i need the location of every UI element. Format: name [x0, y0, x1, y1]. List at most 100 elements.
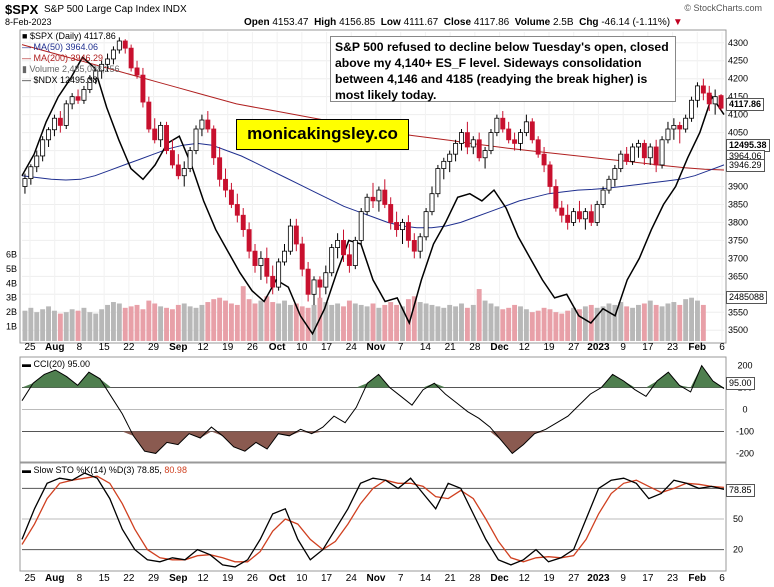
- x-tick-label: Sep: [169, 342, 187, 353]
- volume-bar: [40, 309, 46, 341]
- volume-bar: [677, 304, 683, 341]
- x-tick-label: 28: [469, 573, 481, 584]
- x-tick-label: 21: [445, 573, 457, 584]
- candle-body: [641, 142, 647, 159]
- price-tick-label: 3550: [728, 307, 748, 317]
- x-tick-label: 9: [620, 342, 626, 353]
- candle-body: [635, 142, 641, 148]
- x-tick-label: 6: [719, 573, 725, 584]
- volume-bar: [695, 300, 700, 341]
- x-tick-label: 17: [321, 573, 333, 584]
- candle-body: [659, 139, 665, 166]
- candle-body: [352, 239, 358, 266]
- candle-body: [223, 178, 228, 191]
- sto-d-line: [21, 475, 725, 563]
- candle-body: [571, 211, 577, 223]
- candle-body: [329, 247, 335, 274]
- price-tick-label: 3650: [728, 271, 748, 281]
- volume-bar: [169, 309, 175, 341]
- volume-bar: [376, 307, 382, 341]
- x-tick-label: 27: [568, 342, 580, 353]
- candle-body: [447, 153, 453, 162]
- volume-tag: 2485088: [726, 291, 768, 304]
- volume-bar: [559, 313, 565, 341]
- volume-bar: [175, 304, 181, 341]
- cci-tick-label: -200: [736, 448, 754, 458]
- cci-positive-fill: [22, 365, 724, 388]
- volume-bar: [152, 303, 158, 341]
- candle-body: [128, 47, 134, 69]
- x-tick-label: 15: [99, 573, 111, 584]
- candle-body: [276, 261, 282, 288]
- volume-bar: [341, 306, 346, 341]
- candle-body: [87, 78, 93, 90]
- candle-body: [69, 96, 75, 105]
- candle-body: [323, 272, 329, 288]
- x-tick-label: Feb: [688, 342, 706, 353]
- price-panel: [19, 29, 727, 344]
- candle-body: [211, 128, 217, 159]
- candle-body: [665, 128, 671, 141]
- candle-body: [140, 74, 146, 103]
- volume-tick-label: 2B: [6, 307, 17, 317]
- x-tick-label: 7: [398, 342, 404, 353]
- volume-bar: [81, 307, 87, 341]
- volume-bar: [146, 300, 152, 341]
- candle-body: [382, 189, 388, 205]
- volume-bar: [600, 306, 606, 341]
- volume-tick-label: 4B: [6, 278, 17, 288]
- candle-body: [488, 132, 494, 151]
- volume-bar: [647, 300, 653, 341]
- candle-body: [718, 95, 724, 109]
- index-name: S&P 500 Large Cap Index INDX: [44, 4, 187, 15]
- candle-body: [541, 153, 547, 166]
- volume-bar: [264, 296, 270, 341]
- legend-ma50: — MA(50) 3964.06: [22, 42, 99, 52]
- x-tick-label: 25: [24, 342, 36, 353]
- candle-body: [453, 142, 459, 155]
- candle-body: [317, 279, 323, 288]
- candle-body: [577, 211, 582, 220]
- volume-bar: [470, 304, 476, 341]
- candle-body: [405, 222, 411, 241]
- volume-bar: [270, 302, 276, 341]
- volume-bar: [447, 304, 453, 341]
- volume-bar: [352, 303, 358, 341]
- volume-bar: [488, 303, 494, 341]
- candle-body: [423, 211, 429, 238]
- volume-bar: [494, 306, 500, 341]
- candle-body: [228, 189, 234, 205]
- volume-bar: [541, 307, 547, 341]
- candle-body: [411, 239, 417, 252]
- candle-body: [441, 160, 447, 169]
- candle-body: [523, 121, 529, 134]
- down-arrow-icon: ▼: [672, 17, 683, 28]
- x-tick-label: Nov: [367, 342, 386, 353]
- candle-body: [429, 193, 435, 213]
- price-tick-label: 4100: [728, 110, 748, 120]
- volume-bar: [93, 313, 99, 341]
- candle-body: [706, 92, 712, 105]
- volume-bar: [700, 304, 706, 341]
- cci-tick-label: 200: [737, 361, 752, 371]
- legend-volume: ▮ Volume 2,485,088,256: [22, 64, 120, 74]
- volume-bar: [529, 312, 535, 341]
- volume-bar: [234, 304, 240, 341]
- volume-bar: [158, 306, 164, 341]
- candle-body: [240, 214, 246, 231]
- volume-bar: [506, 307, 512, 341]
- x-tick-label: 6: [719, 342, 725, 353]
- candle-body: [264, 257, 270, 277]
- candle-body: [146, 101, 152, 130]
- candle-body: [305, 268, 311, 295]
- volume-bar: [228, 303, 234, 341]
- volume-bar: [512, 304, 518, 341]
- candle-body: [476, 139, 482, 159]
- volume-bar: [217, 297, 223, 341]
- volume-bar: [683, 299, 689, 341]
- candle-body: [270, 275, 276, 288]
- volume-bar: [630, 307, 636, 341]
- volume-bar: [311, 304, 317, 341]
- volume-bar: [535, 310, 541, 341]
- candle-body: [588, 211, 594, 223]
